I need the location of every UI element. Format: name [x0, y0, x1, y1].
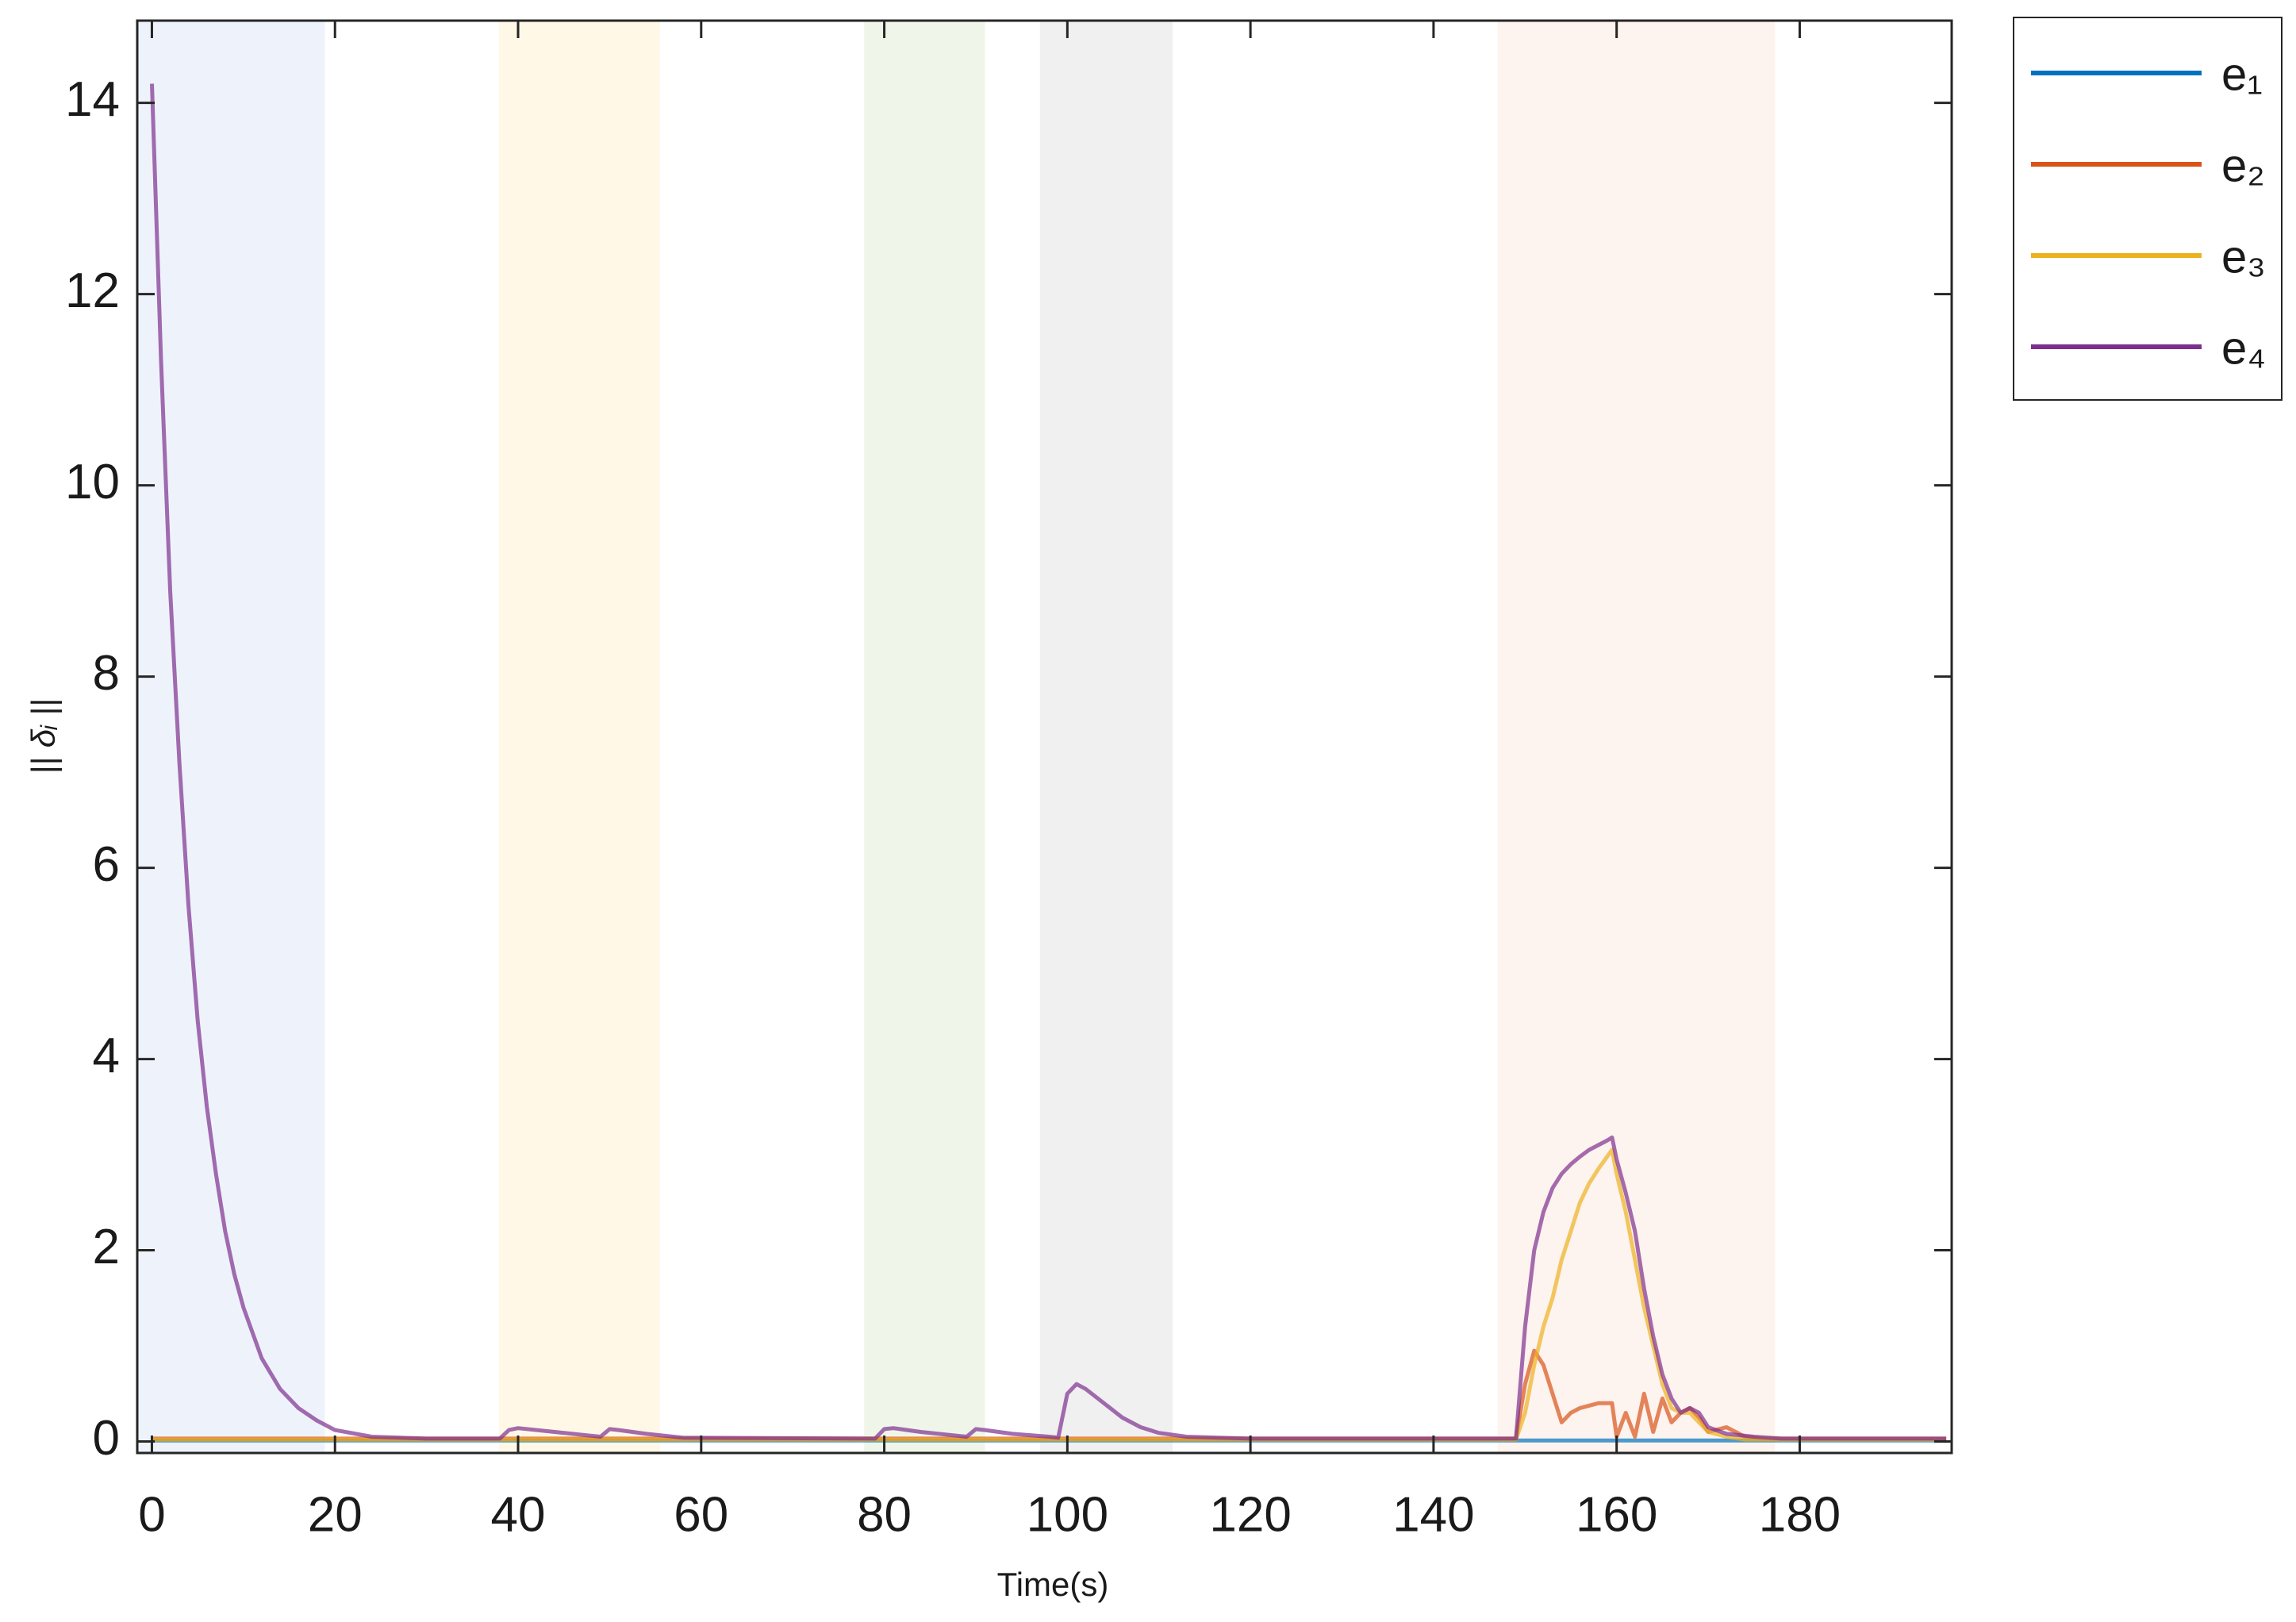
shaded-band: [137, 21, 325, 1453]
y-tick-label: 2: [93, 1220, 120, 1274]
y-tick-label: 6: [93, 837, 120, 892]
legend-label: e₁: [2221, 48, 2263, 100]
legend-label: e₂: [2221, 140, 2265, 191]
x-tick-label: 100: [1027, 1487, 1108, 1542]
x-tick-label: 140: [1392, 1487, 1474, 1542]
y-tick-label: 12: [65, 263, 120, 318]
y-tick-label: 4: [93, 1028, 120, 1083]
lines: [150, 83, 1947, 1443]
x-tick-label: 180: [1759, 1487, 1841, 1542]
x-tick-label: 0: [138, 1487, 165, 1542]
y-tick-label: 0: [93, 1411, 120, 1466]
x-tick-label: 80: [857, 1487, 912, 1542]
shaded-band: [498, 21, 660, 1453]
y-tick-label: 10: [65, 455, 120, 509]
y-tick-label: 8: [93, 646, 120, 701]
legend-label: e₄: [2221, 322, 2266, 374]
shaded-band: [864, 21, 985, 1453]
x-tick-label: 40: [491, 1487, 546, 1542]
y-axis-label: || δᵢ ||: [25, 698, 63, 774]
shaded-band: [1039, 21, 1173, 1453]
series-line: [150, 83, 1947, 1441]
x-tick-label: 120: [1209, 1487, 1291, 1542]
legend-label: e₃: [2221, 231, 2266, 283]
x-tick-label: 60: [674, 1487, 728, 1542]
bands: [137, 21, 1776, 1453]
y-tick-label: 14: [65, 72, 120, 127]
legend-box: [2013, 17, 2283, 401]
x-tick-label: 20: [308, 1487, 363, 1542]
plot-frame: [136, 19, 1953, 1455]
x-axis-label: Time(s): [997, 1566, 1109, 1603]
x-tick-label: 160: [1576, 1487, 1657, 1542]
series-line: [152, 1147, 1947, 1442]
